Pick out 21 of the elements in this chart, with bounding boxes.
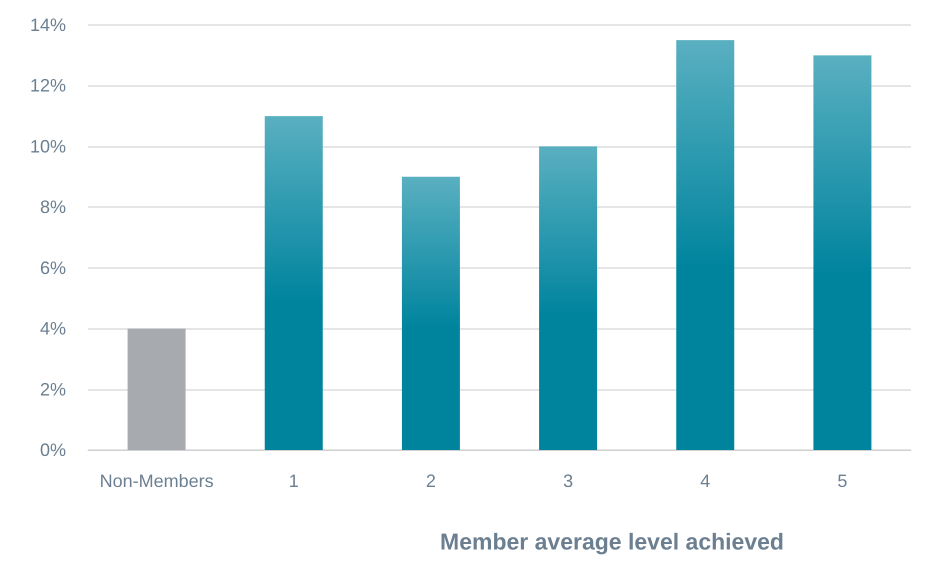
bar — [264, 116, 323, 450]
y-tick-label: 4% — [40, 318, 66, 339]
x-axis-title: Member average level achieved — [440, 528, 784, 554]
bar — [676, 40, 734, 450]
x-tick-label: 2 — [426, 471, 436, 491]
y-tick-label: 14% — [30, 15, 66, 35]
bar — [539, 146, 598, 450]
bar — [402, 176, 460, 450]
bar — [128, 328, 186, 450]
x-tick-label: 4 — [700, 471, 710, 491]
x-tick-label: 3 — [563, 471, 574, 491]
bar — [813, 55, 872, 450]
x-tick-label: 1 — [288, 471, 299, 491]
y-tick-label: 0% — [40, 440, 66, 460]
y-tick-label: 2% — [40, 379, 66, 400]
y-tick-label: 10% — [30, 136, 66, 156]
x-tick-label: 5 — [837, 471, 848, 491]
y-tick-label: 6% — [40, 258, 66, 278]
y-tick-label: 8% — [40, 197, 66, 218]
y-tick-label: 12% — [30, 76, 66, 96]
x-tick-label: Non-Members — [100, 471, 214, 491]
